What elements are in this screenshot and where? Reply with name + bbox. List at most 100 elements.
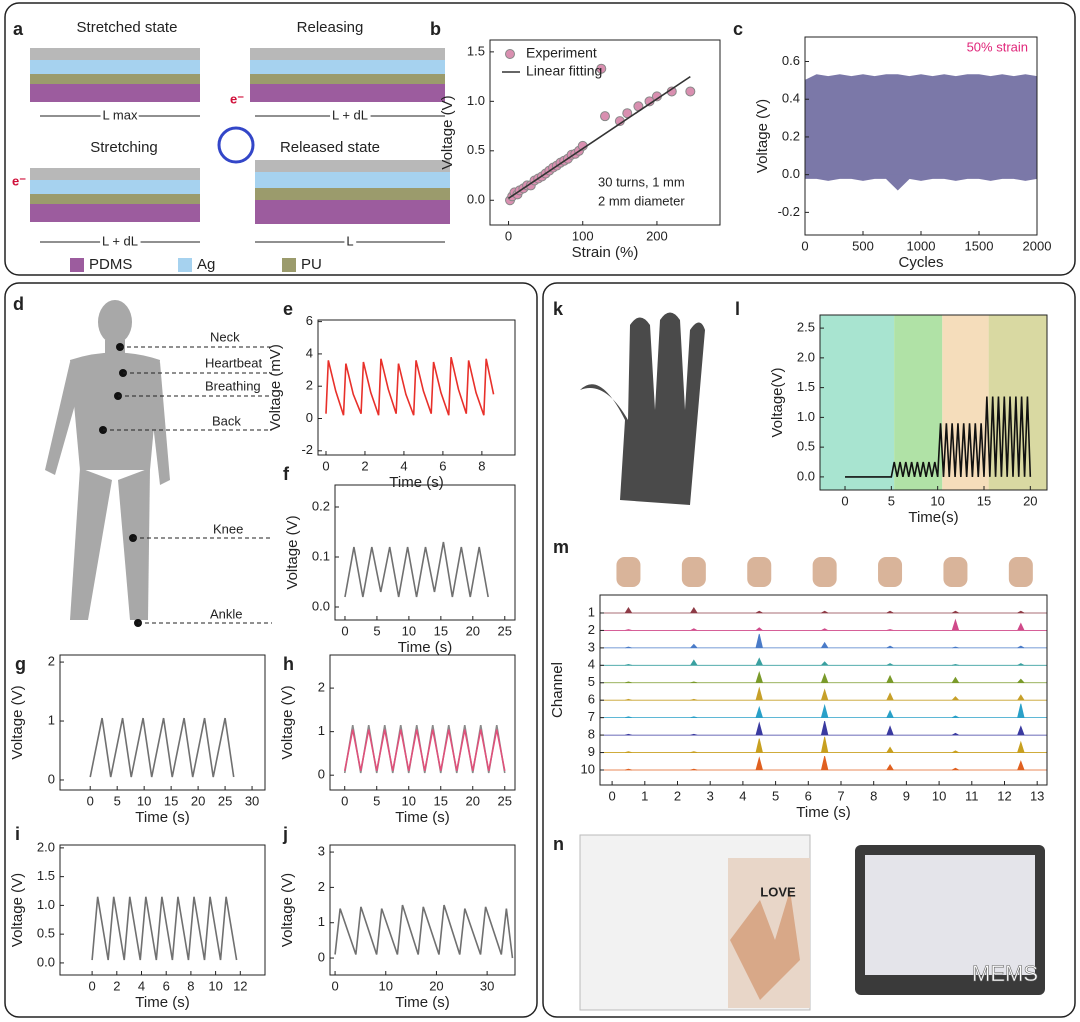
y-tick-label: 1.0 (797, 409, 815, 424)
plot-frame (317, 319, 516, 456)
spike (886, 709, 894, 718)
spike (755, 633, 763, 648)
panel-letter: a (13, 19, 24, 39)
panel-letter: f (283, 464, 290, 484)
x-tick-label: 1000 (907, 238, 936, 253)
x-tick-label: 13 (1030, 788, 1044, 803)
spike (690, 716, 698, 719)
x-tick-label: 25 (218, 793, 232, 808)
x-tick-label: 10 (379, 978, 393, 993)
y-tick-label: 2 (306, 378, 313, 393)
x-tick-label: 100 (572, 228, 594, 243)
spike (690, 751, 698, 753)
body-illustration (45, 300, 170, 620)
panel-letter: d (13, 294, 24, 314)
x-tick-label: 10 (932, 788, 946, 803)
y-tick-label: 0.5 (797, 439, 815, 454)
panel-letter: h (283, 654, 294, 674)
x-tick-label: 0 (88, 978, 95, 993)
x-tick-label: 25 (498, 623, 512, 638)
state-label: Stretched state (77, 19, 178, 36)
x-tick-label: 5 (373, 793, 380, 808)
x-tick-label: 15 (434, 793, 448, 808)
panel-frame (4, 282, 538, 1018)
y-tick-label: 0.0 (37, 954, 55, 969)
y-axis-label: Voltage (V) (439, 95, 456, 169)
spike (952, 664, 959, 666)
spike (820, 755, 829, 771)
plot-area (805, 74, 1037, 191)
spike (820, 721, 829, 736)
chart: -0.2 0.0 0.2 0.4 0.6 0 500 1000 1500 2000 Cycles Vo… (733, 19, 1051, 271)
annotation: 2 mm diameter (598, 193, 685, 208)
y-tick-label: 5 (588, 674, 595, 689)
spike (625, 629, 632, 631)
plot-frame (329, 654, 516, 791)
legend-swatch (70, 258, 84, 272)
spike (951, 610, 959, 614)
spike (690, 606, 698, 614)
watermark: MEMS (972, 961, 1038, 986)
line (89, 717, 235, 778)
length-label: L max (103, 107, 138, 122)
annotation: 30 turns, 1 mm (598, 174, 685, 189)
x-tick-label: 10 (930, 493, 944, 508)
spike (820, 736, 829, 753)
x-axis-label: Strain (%) (572, 244, 639, 261)
spike (690, 768, 698, 771)
gesture-icon (878, 557, 903, 587)
x-tick-label: 500 (852, 238, 874, 253)
x-tick-label: 2 (113, 978, 120, 993)
x-tick-label: 11 (965, 788, 979, 803)
plot-area (91, 896, 238, 961)
spike (951, 732, 959, 736)
x-axis-label: Time (s) (796, 804, 850, 821)
spike (1017, 703, 1025, 718)
legend-label: PU (301, 256, 322, 273)
spike (625, 751, 632, 753)
x-tick-label: 200 (646, 228, 668, 243)
y-axis-label: Voltage (V) (9, 873, 26, 947)
software-screenshot (579, 834, 811, 1011)
line (343, 729, 506, 771)
y-tick-label: 0 (48, 771, 55, 786)
gesture-word: LOVE (760, 884, 796, 899)
site-label: Back (212, 413, 241, 428)
y-tick-label: 0.2 (312, 498, 330, 513)
plot-area (343, 724, 506, 774)
electron-label: e⁻ (12, 173, 26, 188)
x-tick-label: 8 (870, 788, 877, 803)
legend-swatch (178, 258, 192, 272)
line (325, 356, 495, 416)
x-tick-label: 15 (977, 493, 991, 508)
spike (821, 661, 829, 666)
plot-area (334, 904, 514, 959)
electron-label: e⁻ (230, 91, 244, 106)
legend-label: Ag (197, 256, 215, 273)
y-tick-label: 0.0 (797, 468, 815, 483)
x-tick-label: 6 (805, 788, 812, 803)
x-tick-label: 0 (505, 228, 512, 243)
site-label: Neck (210, 329, 240, 344)
y-axis-label: Voltage(V) (769, 367, 786, 437)
y-tick-label: 0.5 (467, 142, 485, 157)
panel-frame (4, 2, 1076, 276)
spike (886, 610, 894, 614)
y-tick-label: 1 (318, 723, 325, 738)
x-tick-label: 15 (434, 623, 448, 638)
x-tick-label: 8 (187, 978, 194, 993)
x-tick-label: 5 (888, 493, 895, 508)
spike (624, 606, 633, 614)
y-axis-label: Voltage (V) (279, 685, 296, 759)
spike (1017, 760, 1025, 771)
spike (625, 716, 632, 719)
site-leader (99, 343, 272, 627)
spike (625, 646, 632, 649)
length-label: L + dL (332, 107, 368, 122)
y-tick-label: 0 (318, 949, 325, 964)
panel-letter: k (553, 299, 564, 319)
line (344, 541, 489, 598)
